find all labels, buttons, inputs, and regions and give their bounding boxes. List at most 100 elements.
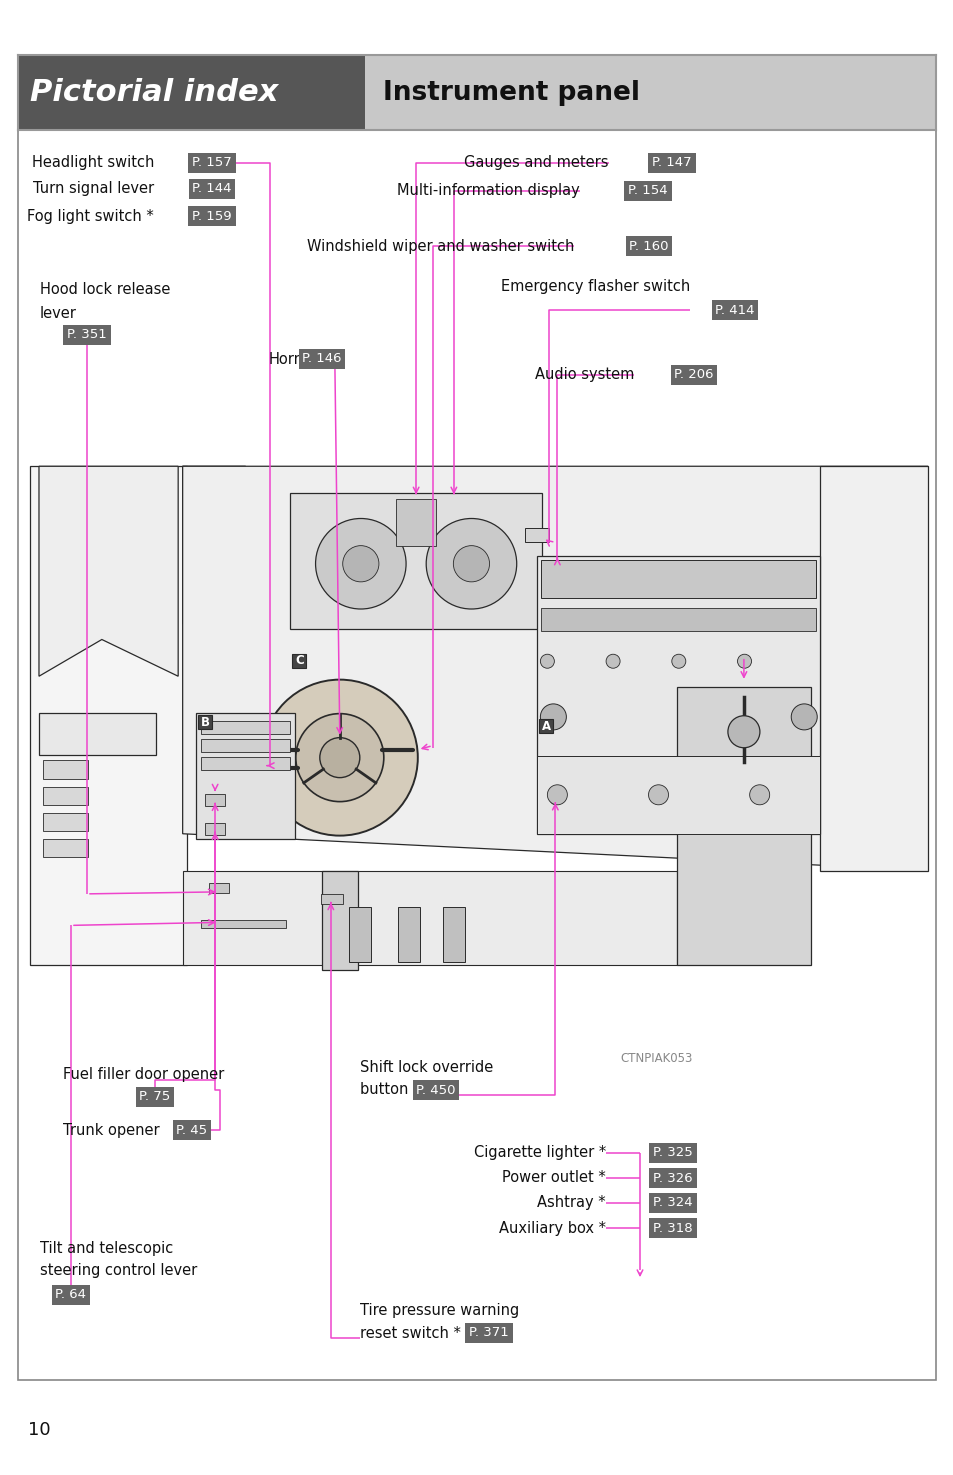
Text: P. 318: P. 318 <box>653 1221 692 1235</box>
Text: button *: button * <box>359 1083 420 1097</box>
Text: P. 160: P. 160 <box>629 239 668 252</box>
Bar <box>201 721 290 735</box>
Text: Emergency flasher switch: Emergency flasher switch <box>500 279 689 294</box>
Text: Audio system: Audio system <box>534 367 634 382</box>
Text: P. 351: P. 351 <box>67 329 107 342</box>
Text: Multi-information display: Multi-information display <box>396 183 579 199</box>
Text: A: A <box>541 720 550 733</box>
Text: P. 64: P. 64 <box>55 1289 87 1301</box>
Text: P. 206: P. 206 <box>674 369 713 382</box>
Bar <box>205 795 225 807</box>
Text: Auxiliary box *: Auxiliary box * <box>498 1220 605 1236</box>
Circle shape <box>539 704 566 730</box>
Bar <box>18 55 365 130</box>
Circle shape <box>605 655 619 668</box>
Text: P. 75: P. 75 <box>139 1090 171 1103</box>
Circle shape <box>737 655 751 668</box>
Bar <box>537 755 820 833</box>
Circle shape <box>426 519 517 609</box>
Text: 10: 10 <box>28 1420 51 1440</box>
Text: reset switch *: reset switch * <box>359 1326 460 1341</box>
Text: P. 414: P. 414 <box>715 304 754 317</box>
Text: P. 450: P. 450 <box>416 1084 456 1096</box>
Bar <box>540 608 816 631</box>
Text: Instrument panel: Instrument panel <box>382 80 639 106</box>
Bar <box>39 712 155 755</box>
Text: C: C <box>294 653 303 667</box>
Text: Cigarette lighter *: Cigarette lighter * <box>474 1146 605 1161</box>
Bar <box>538 720 553 733</box>
Text: Pictorial index: Pictorial index <box>30 78 278 108</box>
Circle shape <box>727 715 760 748</box>
Text: P. 147: P. 147 <box>652 156 691 170</box>
Bar <box>30 440 927 965</box>
Bar <box>292 653 306 668</box>
Circle shape <box>550 795 559 805</box>
Bar <box>209 884 229 892</box>
Bar <box>442 907 465 962</box>
Text: P. 325: P. 325 <box>653 1146 692 1159</box>
Bar <box>44 813 89 830</box>
Bar <box>44 839 89 857</box>
Bar <box>290 493 541 628</box>
Text: Hood lock release: Hood lock release <box>40 283 171 298</box>
Circle shape <box>648 785 668 805</box>
Text: P. 371: P. 371 <box>469 1326 508 1339</box>
Text: Shift lock override: Shift lock override <box>359 1059 493 1074</box>
Circle shape <box>315 519 406 609</box>
Text: P. 144: P. 144 <box>193 183 232 196</box>
Text: Trunk opener: Trunk opener <box>63 1122 159 1137</box>
Text: Power outlet *: Power outlet * <box>501 1171 605 1186</box>
Bar <box>201 739 290 752</box>
Circle shape <box>749 785 769 805</box>
Bar <box>525 528 549 541</box>
Text: CTNPIAK053: CTNPIAK053 <box>620 1052 693 1065</box>
Bar <box>200 920 286 928</box>
Bar <box>537 556 820 833</box>
Text: Tilt and telescopic: Tilt and telescopic <box>40 1240 173 1255</box>
Bar <box>676 687 810 965</box>
Bar <box>365 55 935 130</box>
Circle shape <box>261 680 417 836</box>
Bar <box>820 466 927 870</box>
Text: P. 45: P. 45 <box>176 1124 208 1137</box>
Text: P. 146: P. 146 <box>302 353 341 366</box>
Circle shape <box>319 738 359 777</box>
Circle shape <box>342 546 378 581</box>
Text: Windshield wiper and washer switch: Windshield wiper and washer switch <box>306 239 574 254</box>
Polygon shape <box>182 466 245 624</box>
Polygon shape <box>30 466 187 965</box>
Text: Gauges and meters: Gauges and meters <box>464 155 608 171</box>
Bar <box>349 907 371 962</box>
Text: Tire pressure warning: Tire pressure warning <box>359 1302 518 1317</box>
Polygon shape <box>182 466 927 870</box>
Text: P. 326: P. 326 <box>653 1171 692 1184</box>
Circle shape <box>547 785 567 805</box>
Text: Headlight switch: Headlight switch <box>31 155 153 171</box>
Bar <box>205 823 225 835</box>
Circle shape <box>790 704 817 730</box>
Circle shape <box>671 655 685 668</box>
Bar <box>18 130 935 1381</box>
Text: Horn: Horn <box>269 351 304 366</box>
Text: Fuel filler door opener: Fuel filler door opener <box>63 1068 224 1083</box>
Text: B: B <box>200 715 210 729</box>
Bar <box>540 559 816 599</box>
Text: P. 159: P. 159 <box>192 209 232 223</box>
Circle shape <box>453 546 489 581</box>
Bar <box>44 760 89 779</box>
Text: P. 324: P. 324 <box>653 1196 692 1210</box>
Bar <box>44 786 89 805</box>
Text: P. 154: P. 154 <box>627 184 667 198</box>
Polygon shape <box>39 466 178 676</box>
Circle shape <box>539 655 554 668</box>
Bar <box>182 870 676 965</box>
Bar <box>397 907 419 962</box>
Text: steering control lever: steering control lever <box>40 1264 197 1279</box>
Circle shape <box>295 714 383 801</box>
Bar <box>196 712 294 839</box>
Bar <box>320 894 342 904</box>
Text: lever: lever <box>40 305 77 320</box>
Text: Fog light switch *: Fog light switch * <box>28 208 153 224</box>
Bar <box>395 499 436 546</box>
